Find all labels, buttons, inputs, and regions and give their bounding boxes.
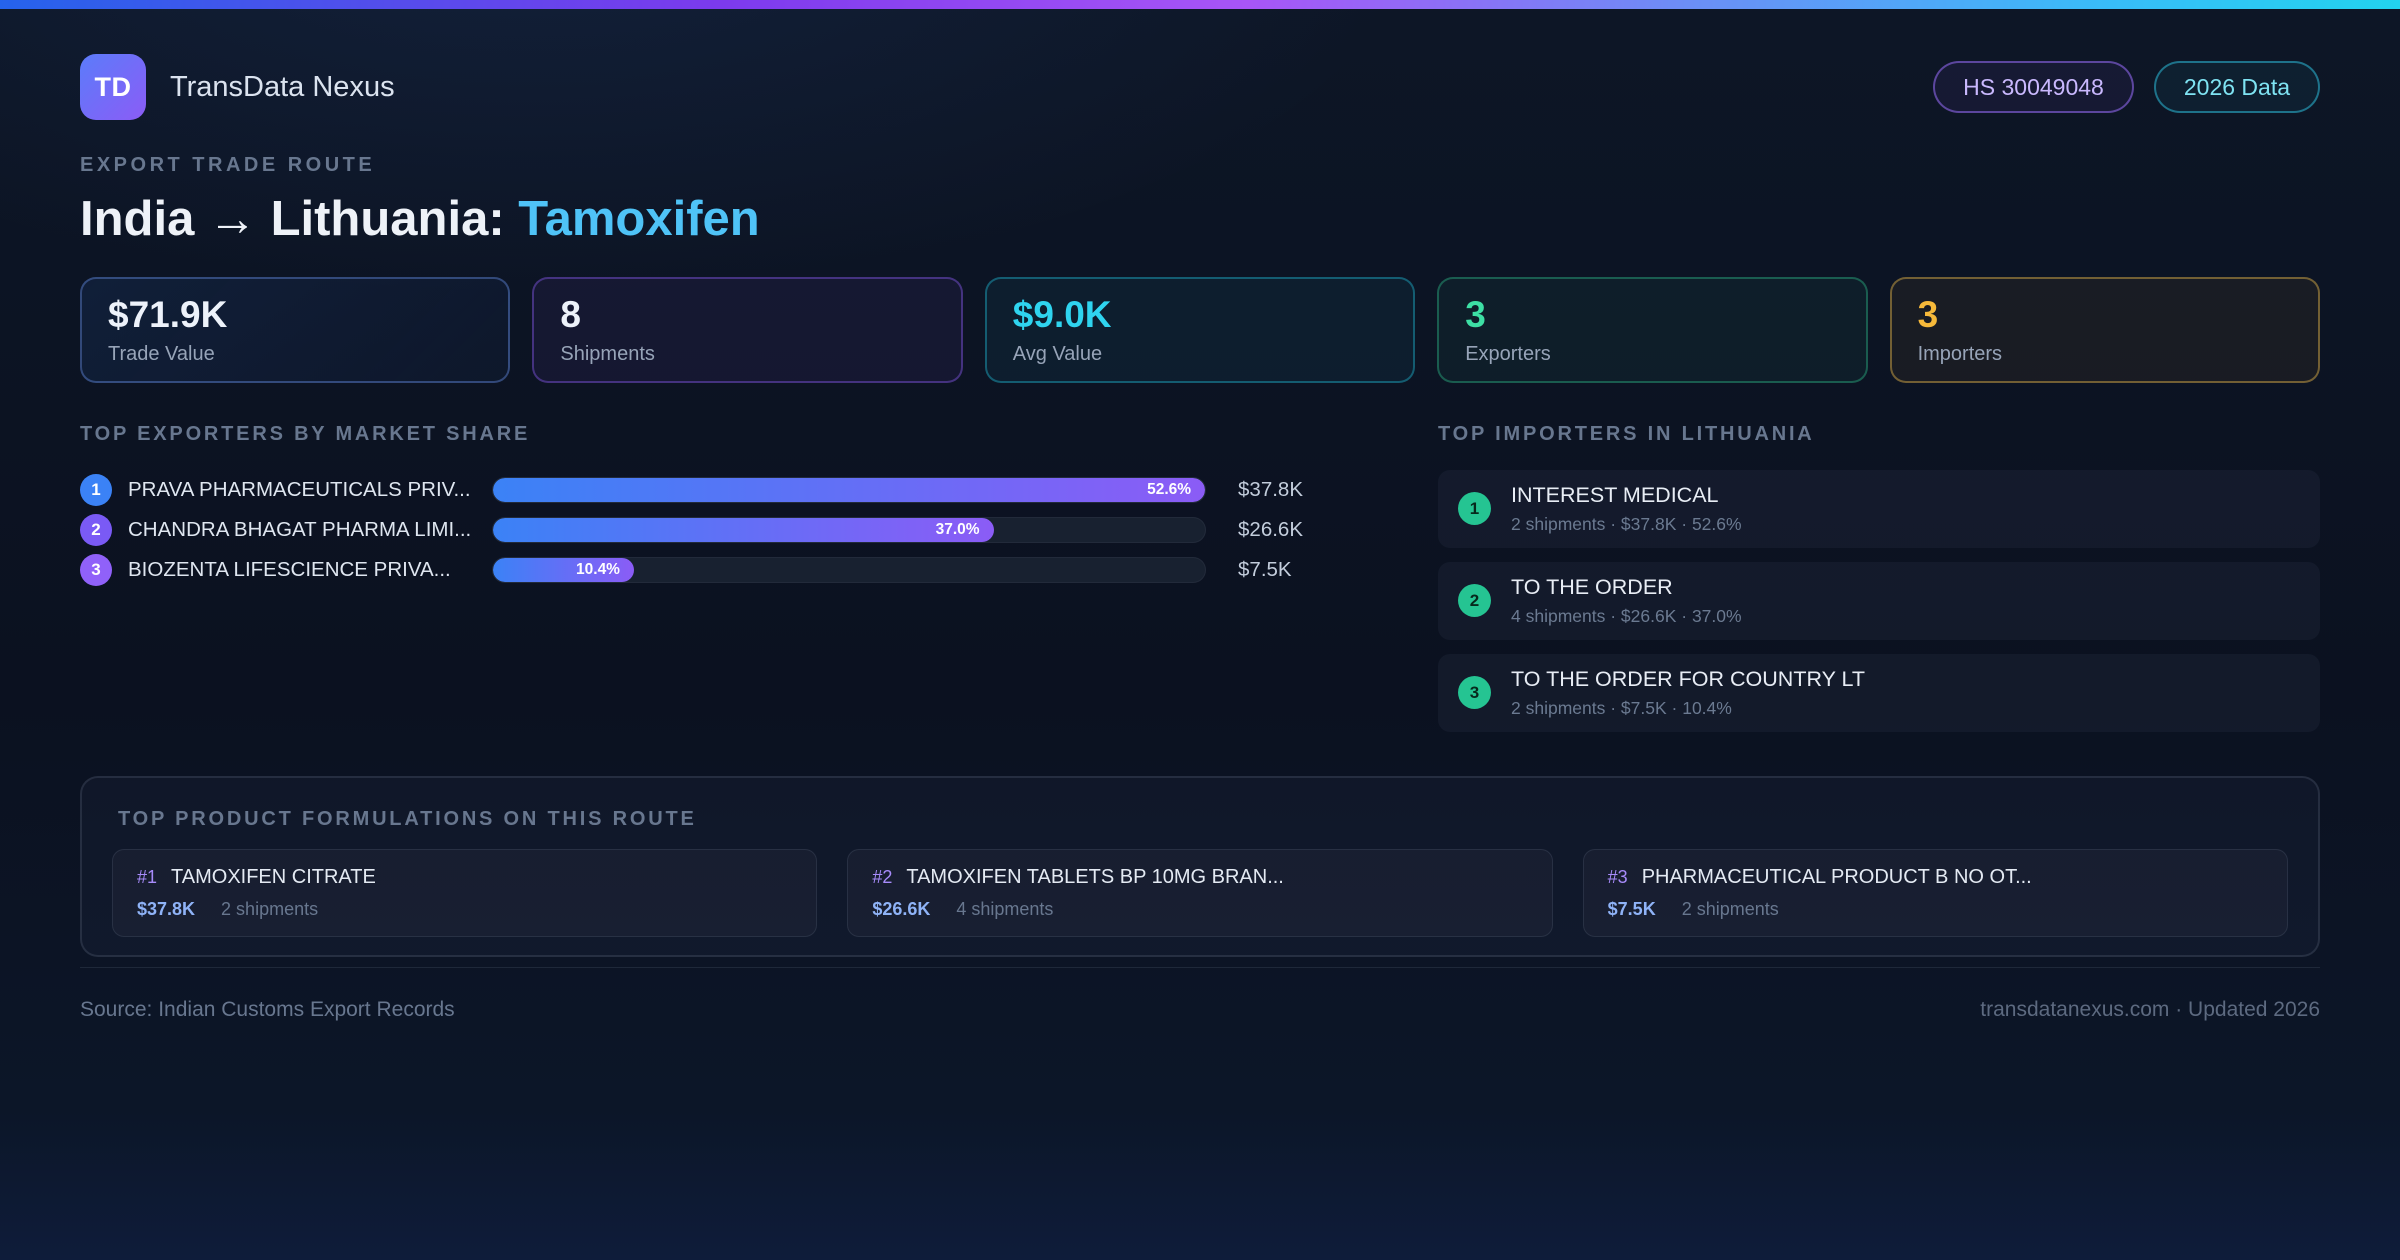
importer-detail: 2 shipments · $37.8K · 52.6% (1511, 513, 1742, 534)
year-data-badge[interactable]: 2026 Data (2153, 61, 2320, 113)
product-value: $26.6K (872, 898, 931, 919)
top-accent-bar (0, 0, 2400, 9)
exporters-heading: TOP EXPORTERS BY MARKET SHARE (80, 422, 531, 445)
market-share-bar-track: 37.0% (492, 516, 1207, 543)
market-share-bar-fill: 37.0% (493, 517, 994, 542)
rank-badge: 2 (1458, 584, 1492, 618)
exporter-value: $37.8K (1238, 477, 1304, 501)
columns-section: TOP EXPORTERS BY MARKET SHARE 1 PRAVA PH… (80, 423, 2320, 746)
product-cards: #1 TAMOXIFEN CITRATE $37.8K 2 shipments … (112, 848, 2288, 937)
exporter-name: BIOZENTA LIFESCIENCE PRIVA... (128, 557, 451, 581)
product-name: TAMOXIFEN CITRATE (171, 865, 376, 888)
stat-card-avg-value: $9.0K Avg Value (984, 276, 1416, 383)
data-source-text: Source: Indian Customs Export Records (80, 997, 455, 1021)
product-card[interactable]: #2 TAMOXIFEN TABLETS BP 10MG BRAN... $26… (847, 848, 1553, 937)
products-panel: TOP PRODUCT FORMULATIONS ON THIS ROUTE #… (80, 775, 2320, 957)
product-rank: #2 (872, 866, 893, 887)
stats-row: $71.9K Trade Value 8 Shipments $9.0K Avg… (80, 276, 2320, 383)
stat-value: 3 (1917, 293, 1939, 335)
app-name: TransData Nexus (170, 70, 395, 103)
importer-name: TO THE ORDER (1511, 574, 1673, 599)
importers-heading: TOP IMPORTERS IN LITHUANIA (1438, 422, 1815, 445)
product-shipments: 2 shipments (221, 898, 319, 919)
header-badges: HS 30049048 2026 Data (1933, 61, 2320, 113)
product-shipments: 2 shipments (1681, 898, 1779, 919)
product-value: $7.5K (1607, 898, 1656, 919)
stat-label: Avg Value (1012, 342, 1103, 365)
rank-badge: 1 (80, 473, 112, 506)
importer-name: INTEREST MEDICAL (1511, 482, 1719, 507)
product-card-top: #2 TAMOXIFEN TABLETS BP 10MG BRAN... (872, 866, 1527, 889)
product-card-bottom: $7.5K 2 shipments (1608, 899, 2263, 920)
exporter-row[interactable]: 2 CHANDRA BHAGAT PHARMA LIMI... 37.0% $2… (80, 510, 1350, 550)
stat-card-shipments: 8 Shipments (532, 276, 963, 383)
importers-section: TOP IMPORTERS IN LITHUANIA 1 INTEREST ME… (1438, 423, 2320, 746)
stat-value: $9.0K (1012, 293, 1112, 335)
stat-value: $71.9K (108, 293, 228, 335)
rank-badge: 2 (80, 513, 112, 546)
product-shipments: 4 shipments (956, 898, 1054, 919)
exporter-row[interactable]: 3 BIOZENTA LIFESCIENCE PRIVA... 10.4% $7… (80, 550, 1350, 590)
page-title: India → Lithuania: Tamoxifen (80, 192, 2320, 247)
product-card[interactable]: #1 TAMOXIFEN CITRATE $37.8K 2 shipments (112, 848, 818, 937)
stat-label: Exporters (1465, 342, 1551, 365)
market-share-bar-track: 10.4% (492, 556, 1207, 583)
footer: Source: Indian Customs Export Records tr… (80, 966, 2320, 1022)
exporter-name: CHANDRA BHAGAT PHARMA LIMI... (128, 517, 472, 541)
importer-info: INTEREST MEDICAL 2 shipments · $37.8K · … (1511, 483, 1742, 535)
stat-value: 8 (560, 293, 581, 335)
product-name: TAMOXIFEN TABLETS BP 10MG BRAN... (906, 865, 1284, 888)
market-share-bar-fill: 52.6% (493, 477, 1206, 502)
product-name-highlight: Tamoxifen (518, 192, 760, 246)
rank-badge: 3 (80, 553, 112, 586)
market-share-bar-fill: 10.4% (493, 557, 634, 582)
product-name: PHARMACEUTICAL PRODUCT B NO OT... (1641, 865, 2032, 888)
product-rank: #3 (1607, 866, 1628, 887)
importer-detail: 2 shipments · $7.5K · 10.4% (1511, 697, 1732, 718)
route-eyebrow: EXPORT TRADE ROUTE (80, 154, 376, 176)
site-updated-text: transdatanexus.com · Updated 2026 (1980, 997, 2320, 1021)
importer-card[interactable]: 2 TO THE ORDER 4 shipments · $26.6K · 37… (1438, 561, 2320, 640)
page: TD TransData Nexus HS 30049048 2026 Data… (0, 54, 2400, 1022)
importer-card[interactable]: 3 TO THE ORDER FOR COUNTRY LT 2 shipment… (1438, 653, 2320, 732)
stat-card-importers: 3 Importers (1889, 276, 2320, 383)
importer-name: TO THE ORDER FOR COUNTRY LT (1511, 666, 1866, 691)
importer-info: TO THE ORDER FOR COUNTRY LT 2 shipments … (1511, 667, 1865, 719)
product-card-top: #3 PHARMACEUTICAL PRODUCT B NO OT... (1608, 866, 2263, 889)
product-card-bottom: $26.6K 4 shipments (872, 899, 1527, 920)
stat-value: 3 (1465, 293, 1486, 335)
brand: TD TransData Nexus (80, 54, 395, 120)
product-card-top: #1 TAMOXIFEN CITRATE (137, 866, 792, 889)
product-card[interactable]: #3 PHARMACEUTICAL PRODUCT B NO OT... $7.… (1582, 848, 2288, 937)
hs-code-badge[interactable]: HS 30049048 (1933, 61, 2134, 113)
importer-card[interactable]: 1 INTEREST MEDICAL 2 shipments · $37.8K … (1438, 469, 2320, 548)
products-heading: TOP PRODUCT FORMULATIONS ON THIS ROUTE (118, 807, 697, 830)
importer-info: TO THE ORDER 4 shipments · $26.6K · 37.0… (1511, 575, 1742, 627)
exporters-section: TOP EXPORTERS BY MARKET SHARE 1 PRAVA PH… (80, 423, 1350, 590)
exporter-value: $26.6K (1238, 517, 1304, 541)
rank-badge: 1 (1458, 492, 1492, 526)
rank-badge: 3 (1458, 676, 1492, 710)
app-logo: TD (80, 54, 146, 120)
stat-card-exporters: 3 Exporters (1437, 276, 1868, 383)
stat-label: Trade Value (108, 342, 215, 365)
stat-label: Shipments (560, 342, 655, 365)
exporter-value: $7.5K (1238, 557, 1292, 581)
market-share-bar-track: 52.6% (492, 476, 1207, 503)
exporter-row[interactable]: 1 PRAVA PHARMACEUTICALS PRIV... 52.6% $3… (80, 470, 1350, 510)
stat-label: Importers (1917, 342, 2003, 365)
exporter-name: PRAVA PHARMACEUTICALS PRIV... (128, 477, 471, 501)
stat-card-trade-value: $71.9K Trade Value (80, 276, 511, 383)
importer-detail: 4 shipments · $26.6K · 37.0% (1511, 605, 1742, 626)
route-title-text: India → Lithuania: (80, 192, 505, 246)
product-value: $37.8K (137, 898, 196, 919)
product-rank: #1 (137, 866, 158, 887)
product-card-bottom: $37.8K 2 shipments (137, 899, 792, 920)
header: TD TransData Nexus HS 30049048 2026 Data (80, 54, 2320, 120)
